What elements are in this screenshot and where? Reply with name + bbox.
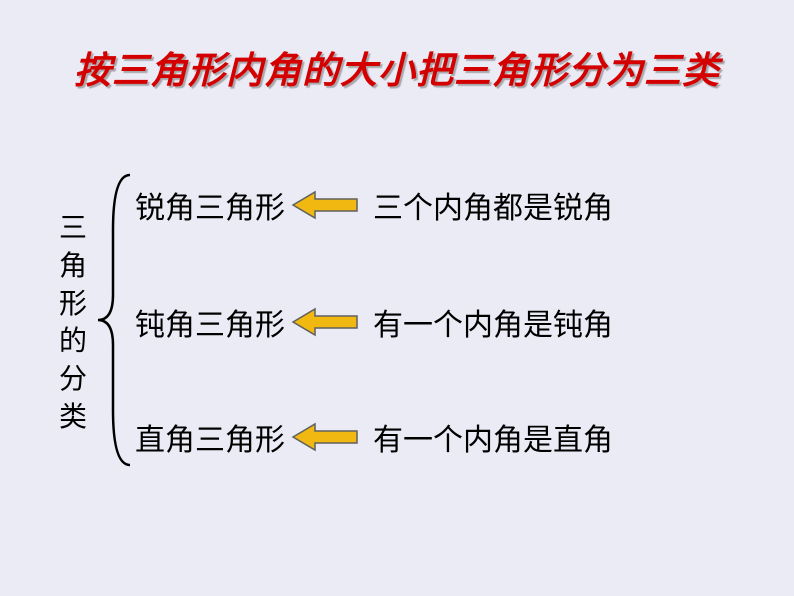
type-label: 锐角三角形 [135, 183, 285, 227]
description-label: 有一个内角是直角 [373, 415, 613, 459]
brace-icon [95, 170, 135, 470]
description-label: 三个内角都是锐角 [373, 183, 613, 227]
arrow-left-icon [291, 421, 361, 453]
description-label: 有一个内角是钝角 [373, 300, 613, 344]
classification-row: 直角三角形 有一个内角是直角 [135, 415, 613, 459]
type-label: 直角三角形 [135, 415, 285, 459]
classification-row: 锐角三角形 三个内角都是锐角 [135, 183, 613, 227]
classification-row: 钝角三角形 有一个内角是钝角 [135, 300, 613, 344]
arrow-left-icon [291, 189, 361, 221]
type-label: 钝角三角形 [135, 300, 285, 344]
category-vertical-label: 三角形的分类 [58, 210, 88, 437]
arrow-left-icon [291, 306, 361, 338]
page-title: 按三角形内角的大小把三角形分为三类 [74, 40, 720, 94]
